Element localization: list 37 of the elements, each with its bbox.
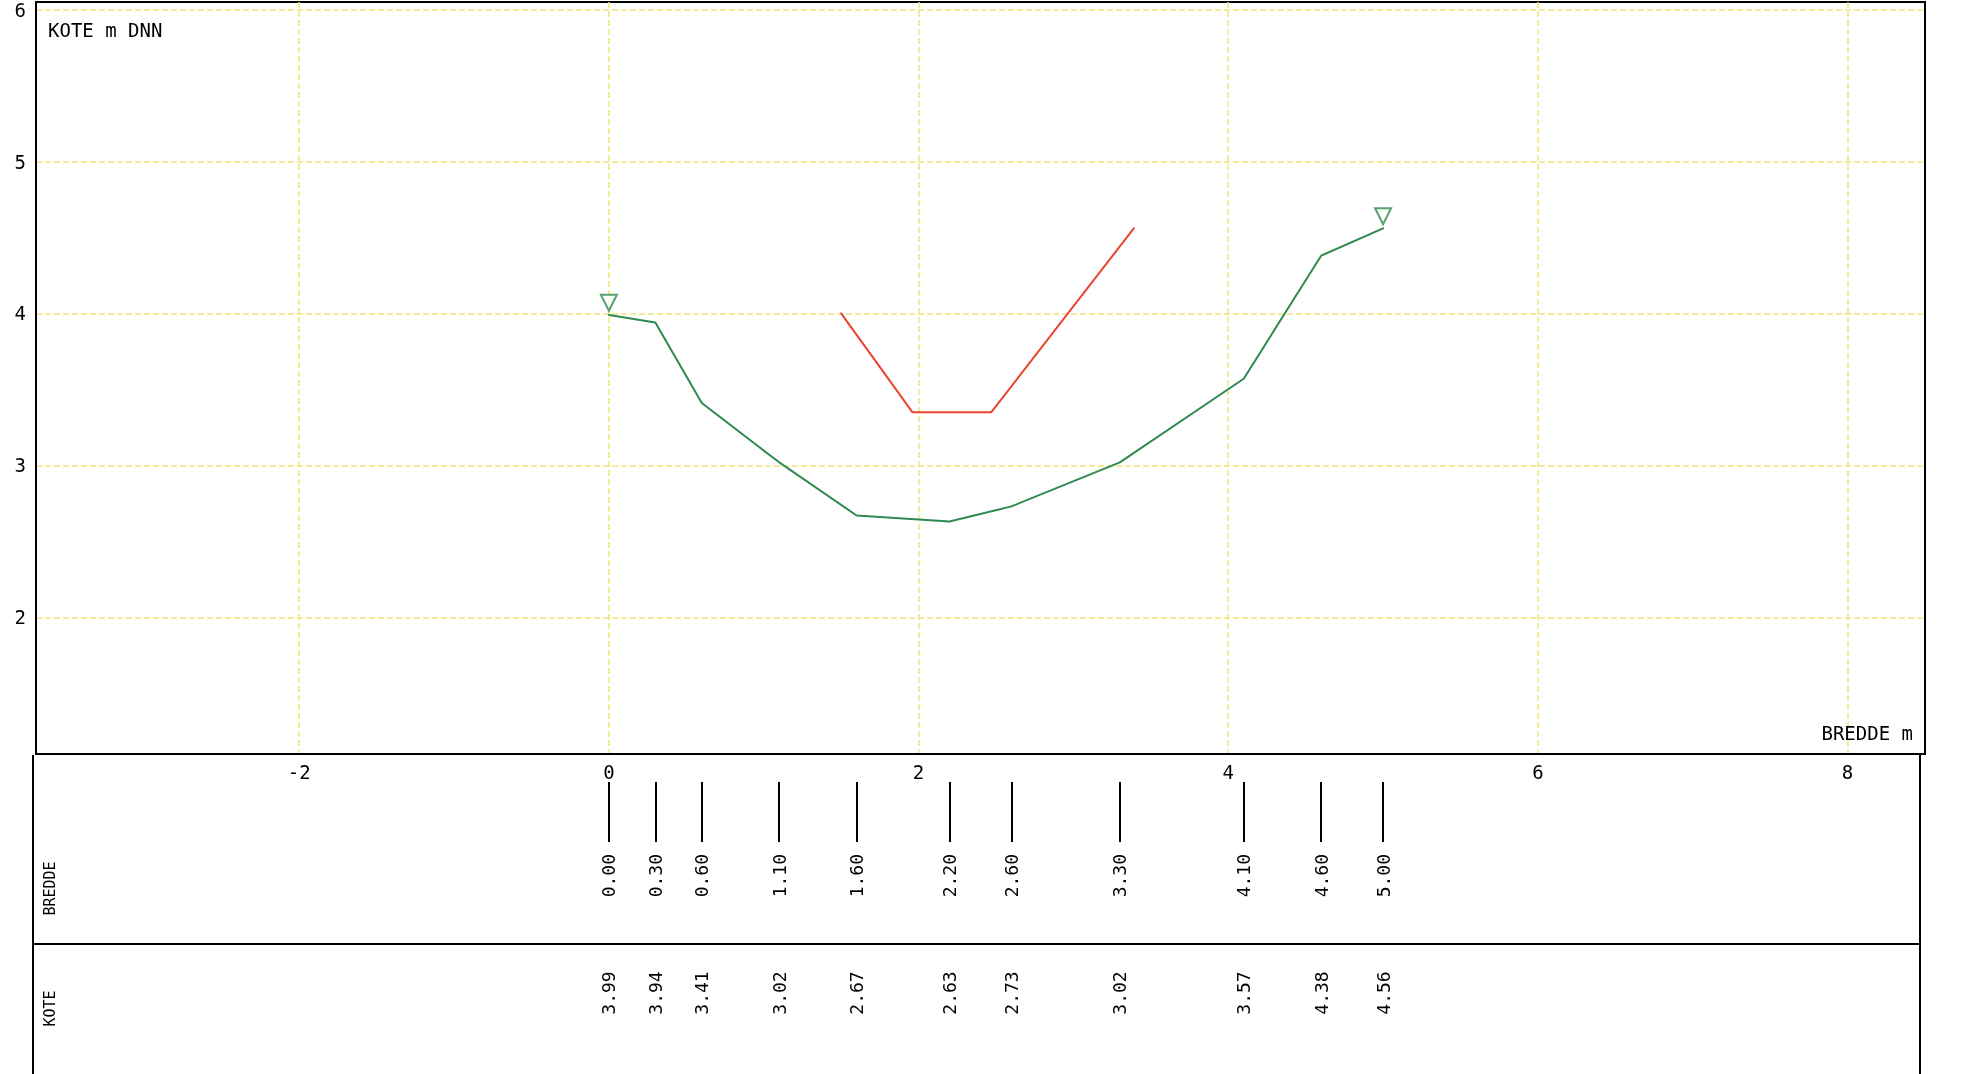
text: 4.56 [1372,971,1394,1015]
y-tick-label: 4 [14,302,26,325]
text: 3.57 [1233,971,1255,1015]
x2-tick-label: 1.60 [846,854,868,898]
text: KOTE [41,990,59,1027]
text: 2.73 [1000,971,1022,1015]
x2-tick-label: 3.30 [1109,854,1131,898]
x-tick-label: 2 [912,760,925,783]
x2-tick-label: 4.10 [1233,854,1255,898]
y-tick-label: 5 [14,150,26,173]
text: 2.67 [846,971,868,1015]
text: 3.41 [691,971,713,1015]
x2-tick-label: 0.30 [644,854,666,898]
x2-tick-label: 0.60 [691,854,713,898]
x2-tick-label: 0.00 [598,854,620,898]
x2-tick-label: 2.60 [1000,854,1022,898]
x2-axis-title: BREDDE [41,861,59,916]
y-tick-label: 6 [14,0,26,21]
text: 3.99 [598,971,620,1015]
x2-tick-label: 2.20 [939,854,961,898]
x2-tick-label: 1.10 [768,854,790,898]
x-axis-title: BREDDE m [1821,721,1913,744]
x-tick-label: 4 [1222,760,1234,783]
x-tick-label: -2 [287,760,311,783]
x2-tick-label: 5.00 [1372,854,1394,898]
y-axis-title: KOTE m DNN [48,18,163,41]
x-tick-label: 8 [1841,760,1854,783]
y-tick-label: 2 [14,606,26,629]
text: 3.94 [644,971,666,1015]
y-tick-label: 3 [14,454,26,477]
x-tick-label: 6 [1532,760,1544,783]
text: 2.63 [939,971,961,1015]
x2-tick-label: 4.60 [1310,854,1332,898]
text: 3.02 [1109,971,1131,1015]
text: 4.38 [1310,971,1332,1015]
x-tick-label: 0 [603,760,615,783]
text: 3.02 [768,971,790,1015]
